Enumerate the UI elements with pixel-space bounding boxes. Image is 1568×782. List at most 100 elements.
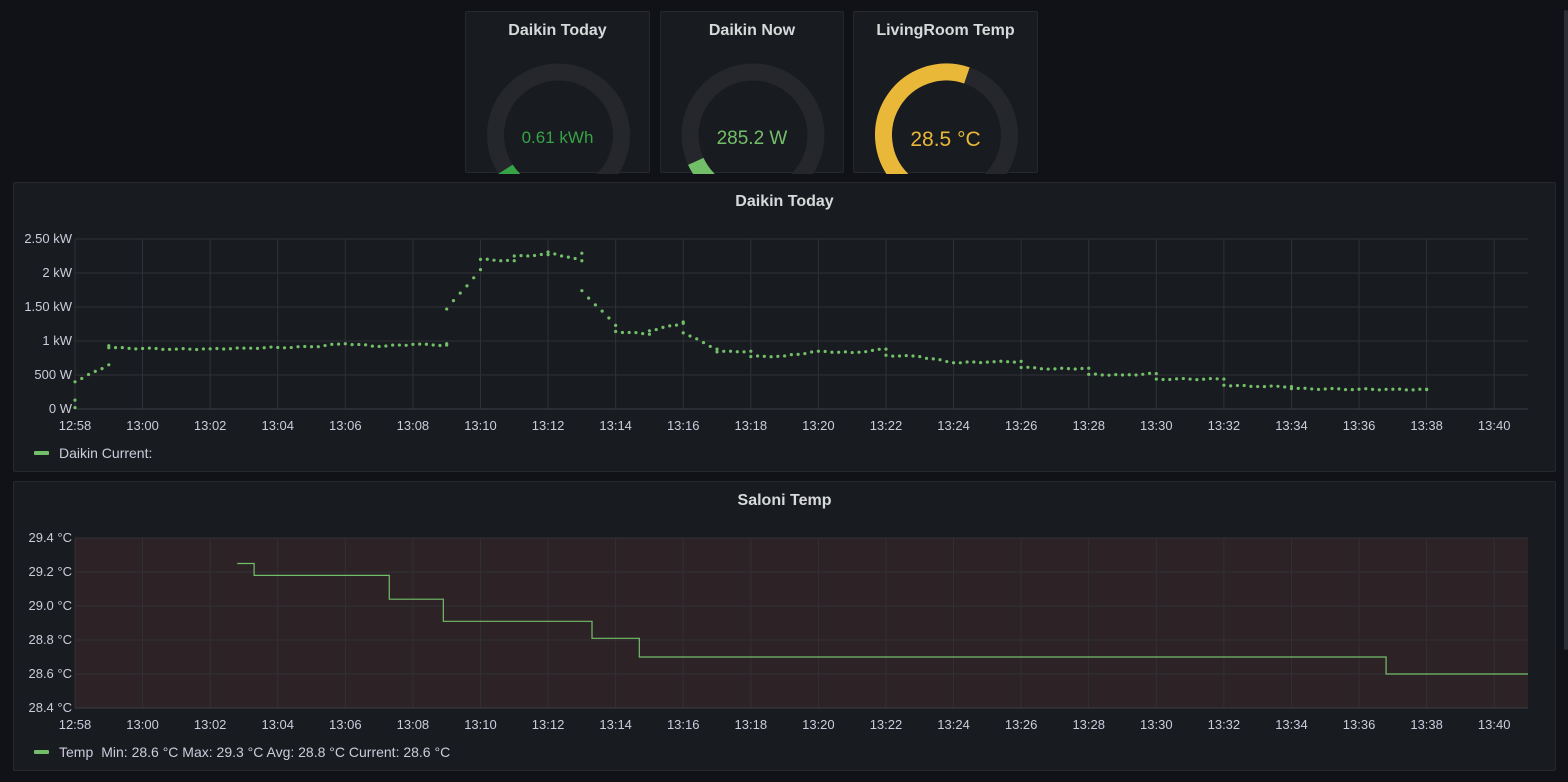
- scatter-point: [73, 398, 77, 402]
- gauge-fill: [875, 63, 970, 174]
- scatter-point: [1188, 377, 1192, 381]
- scatter-point: [478, 268, 483, 272]
- x-tick-label: 13:08: [397, 717, 430, 732]
- scatter-point: [607, 316, 611, 320]
- scatter-point: [1033, 366, 1037, 370]
- scatter-point: [269, 345, 273, 349]
- scatter-point: [289, 345, 293, 350]
- chart-plot[interactable]: 28.4 °C 28.6 °C 28.8 °C 29.0 °C 29.2 °C 29.4 …: [14, 482, 1557, 772]
- scatter-point: [553, 252, 557, 256]
- y-tick-label: 29.2 °C: [28, 564, 72, 579]
- scatter-point: [1303, 386, 1307, 390]
- scatter-point: [681, 320, 685, 324]
- scatter-point: [587, 296, 591, 300]
- y-tick-label: 2 kW: [42, 265, 72, 280]
- x-tick-label: 13:06: [329, 418, 362, 433]
- scatter-point: [614, 323, 618, 327]
- scatter-point: [783, 354, 787, 358]
- x-tick-label: 13:28: [1072, 418, 1105, 433]
- chart-legend[interactable]: Daikin Current:: [34, 445, 152, 461]
- scatter-point: [566, 255, 570, 259]
- chart-plot[interactable]: 0 W 500 W 1 kW 1.50 kW 2 kW 2.50 kW 12:58 13:00…: [14, 183, 1557, 473]
- scatter-point: [654, 327, 658, 332]
- x-tick-label: 13:32: [1208, 717, 1241, 732]
- x-tick-label: 13:26: [1005, 418, 1038, 433]
- scatter-point: [580, 289, 584, 293]
- scatter-point: [1215, 377, 1219, 381]
- scatter-point: [255, 346, 260, 351]
- gauge-panel-daikin-today[interactable]: Daikin Today 0.61 kWh: [465, 11, 650, 174]
- scatter-point: [884, 347, 888, 351]
- scatter-point: [445, 307, 449, 311]
- scatter-point: [1425, 387, 1429, 391]
- x-tick-label: 13:30: [1140, 418, 1173, 433]
- gauge-track: [487, 63, 630, 174]
- x-tick-label: 13:38: [1410, 418, 1443, 433]
- x-tick-label: 13:12: [532, 418, 565, 433]
- scatter-point: [113, 346, 118, 350]
- scatter-point: [749, 355, 753, 359]
- scatter-point: [323, 343, 327, 348]
- scatter-point: [803, 351, 807, 356]
- chart-title: Daikin Today: [735, 193, 834, 210]
- scatter-point: [593, 303, 597, 307]
- scatter-point: [877, 347, 881, 351]
- scatter-point: [1006, 360, 1010, 364]
- x-tick-label: 13:18: [735, 418, 768, 433]
- gauge-fill: [688, 157, 715, 174]
- scatter-point: [938, 358, 942, 362]
- x-tick-label: 13:14: [599, 717, 632, 732]
- scatter-point: [519, 254, 523, 258]
- scatter-point: [505, 258, 510, 263]
- scatter-point: [539, 252, 543, 257]
- gauge-panel-livingroom-temp[interactable]: LivingRoom Temp 28.5 °C: [853, 11, 1038, 174]
- chart-panel-daikin-today[interactable]: Daikin Today 0 W 500 W 1 kW 1.50 kW 2 kW 2.50…: [13, 182, 1556, 472]
- x-tick-label: 13:12: [532, 717, 565, 732]
- scatter-point: [931, 357, 935, 361]
- gauge-panel-daikin-now[interactable]: Daikin Now 285.2 W: [660, 11, 844, 174]
- scatter-point: [1208, 376, 1212, 381]
- y-tick-label: 1.50 kW: [24, 299, 72, 314]
- scatter-point: [249, 346, 253, 350]
- scatter-point: [985, 360, 989, 364]
- scatter-point: [546, 253, 550, 257]
- page-scrollbar[interactable]: [1564, 10, 1568, 650]
- scatter-point: [769, 355, 773, 359]
- x-tick-label: 13:30: [1140, 717, 1173, 732]
- scatter-point: [830, 350, 834, 354]
- x-tick-label: 13:04: [261, 717, 294, 732]
- scatter-point: [924, 356, 929, 360]
- y-tick-label: 28.4 °C: [28, 700, 72, 715]
- scatter-point: [742, 350, 746, 354]
- chart-legend[interactable]: Temp Min: 28.6 °C Max: 29.3 °C Avg: 28.8…: [34, 744, 450, 760]
- scatter-point: [1202, 377, 1206, 381]
- gauge-fill: [498, 164, 521, 174]
- x-tick-label: 13:10: [464, 717, 497, 732]
- scatter-point: [1283, 385, 1287, 389]
- scatter-point: [161, 347, 165, 351]
- gauge-track: [681, 63, 825, 174]
- scatter-point: [559, 254, 564, 258]
- scatter-point: [438, 343, 442, 348]
- y-tick-label: 29.0 °C: [28, 598, 72, 613]
- scatter-point: [728, 349, 733, 353]
- scatter-point: [235, 346, 239, 350]
- scatter-point: [1411, 388, 1415, 392]
- scatter-point: [1242, 383, 1246, 388]
- scatter-point: [708, 344, 712, 349]
- scatter-point: [201, 347, 206, 351]
- scatter-point: [1377, 388, 1381, 392]
- scatter-point: [86, 372, 91, 377]
- scatter-point: [992, 360, 996, 364]
- gauge-dial: [681, 63, 825, 174]
- chart-panel-saloni-temp[interactable]: Saloni Temp 28.4 °C 28.6 °C 28.8 °C 29.0 °C…: [13, 481, 1556, 771]
- scatter-point: [1418, 387, 1422, 391]
- scatter-point: [411, 342, 415, 346]
- scatter-point: [1337, 387, 1341, 391]
- scatter-point: [897, 354, 902, 358]
- scatter-point: [911, 354, 915, 358]
- legend-series-name: Temp: [59, 744, 94, 760]
- scatter-point: [1147, 371, 1152, 376]
- x-tick-label: 13:34: [1275, 418, 1308, 433]
- scatter-point: [762, 354, 766, 358]
